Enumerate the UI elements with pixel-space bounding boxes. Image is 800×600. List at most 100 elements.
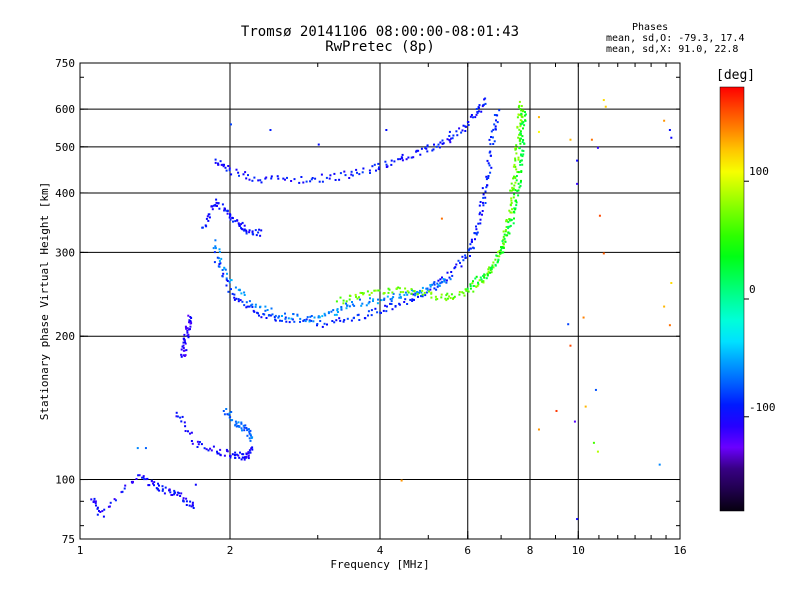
trace-point xyxy=(243,426,246,429)
trace-point xyxy=(325,176,328,179)
trace-point xyxy=(210,205,213,208)
trace-point xyxy=(187,336,190,339)
trace-point xyxy=(437,284,440,287)
trace-point xyxy=(378,166,380,169)
trace-point xyxy=(316,324,318,327)
trace-point xyxy=(502,245,505,248)
trace-point xyxy=(158,489,161,492)
trace-point xyxy=(361,292,363,294)
trace-point xyxy=(245,301,248,304)
trace-point xyxy=(433,283,436,286)
trace-point xyxy=(453,295,456,298)
scatter-point xyxy=(576,518,579,521)
scatter-point xyxy=(573,420,576,423)
trace-point xyxy=(430,296,433,299)
trace-point xyxy=(487,268,490,271)
trace-point xyxy=(346,304,349,307)
trace-point xyxy=(472,285,475,287)
trace-point xyxy=(412,293,415,296)
trace-point xyxy=(180,492,183,495)
trace-point xyxy=(450,293,453,296)
trace-point xyxy=(515,201,518,204)
trace-point xyxy=(290,180,293,182)
trace-point xyxy=(440,296,443,299)
trace-point xyxy=(511,188,514,191)
trace-point xyxy=(205,448,208,451)
trace-point xyxy=(485,186,488,189)
trace-point xyxy=(219,160,222,163)
trace-point xyxy=(486,184,488,187)
trace-point xyxy=(390,159,393,162)
trace-point xyxy=(230,419,233,422)
trace-point xyxy=(502,243,505,246)
trace-point xyxy=(477,106,480,109)
trace-point xyxy=(509,211,512,214)
trace-point xyxy=(507,231,510,234)
trace-point xyxy=(137,474,140,477)
trace-point xyxy=(507,221,510,224)
trace-point xyxy=(180,355,183,358)
scatter-point xyxy=(567,323,570,326)
trace-point xyxy=(474,277,477,280)
trace-point xyxy=(484,202,487,204)
trace-point xyxy=(241,300,244,303)
scatter-point xyxy=(400,479,403,482)
trace-point xyxy=(508,218,511,220)
trace-point xyxy=(495,119,497,122)
y-tick-label: 300 xyxy=(55,246,75,259)
trace-point xyxy=(360,304,363,307)
trace-point xyxy=(473,232,476,234)
trace-point xyxy=(153,484,155,487)
trace-point xyxy=(484,102,487,105)
trace-point xyxy=(209,447,212,450)
trace-point xyxy=(521,120,523,123)
trace-point xyxy=(445,279,448,282)
trace-point xyxy=(481,105,484,108)
trace-point xyxy=(345,302,347,305)
trace-point xyxy=(493,114,496,116)
trace-point xyxy=(264,305,267,308)
trace-point xyxy=(361,302,364,305)
y-tick-label: 100 xyxy=(55,474,75,487)
trace-point xyxy=(251,448,254,451)
trace-point xyxy=(251,179,254,182)
trace-point xyxy=(491,136,494,139)
trace-point xyxy=(95,504,97,507)
trace-point xyxy=(282,177,285,180)
scatter-point xyxy=(668,324,671,327)
scatter-point xyxy=(194,483,197,486)
trace-point xyxy=(310,178,313,181)
trace-point xyxy=(293,320,296,323)
trace-point xyxy=(508,232,511,235)
trace-point xyxy=(406,293,409,296)
trace-point xyxy=(486,159,489,162)
trace-point xyxy=(183,333,186,336)
trace-point xyxy=(189,320,192,323)
trace-point xyxy=(464,125,467,128)
trace-point xyxy=(492,261,495,264)
trace-point xyxy=(416,293,419,295)
trace-point xyxy=(519,161,522,163)
trace-point xyxy=(290,317,293,320)
trace-point xyxy=(186,329,189,332)
trace-point xyxy=(223,413,226,416)
trace-point xyxy=(248,229,251,232)
trace-point xyxy=(502,251,505,254)
trace-point xyxy=(240,227,243,230)
trace-point xyxy=(362,167,365,170)
trace-point xyxy=(250,304,253,307)
trace-point xyxy=(227,290,230,293)
trace-point xyxy=(430,291,433,294)
trace-point xyxy=(336,308,339,311)
trace-point xyxy=(254,229,257,232)
trace-point xyxy=(198,441,201,443)
trace-point xyxy=(208,216,211,219)
trace-point xyxy=(464,256,467,259)
trace-point xyxy=(439,278,442,281)
trace-point xyxy=(362,292,365,295)
trace-point xyxy=(469,243,472,246)
trace-point xyxy=(482,196,485,199)
trace-point xyxy=(461,291,464,294)
trace-point xyxy=(240,292,243,295)
trace-point xyxy=(520,179,522,182)
